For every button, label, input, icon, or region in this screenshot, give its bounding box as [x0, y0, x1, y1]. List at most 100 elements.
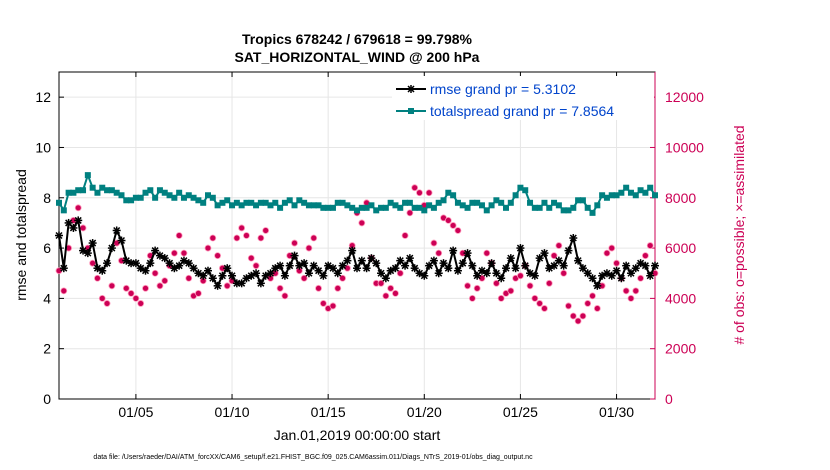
rmse-point-stroke	[218, 272, 226, 280]
rmse-point-stroke	[449, 247, 457, 255]
rmse-point	[569, 234, 578, 243]
obs-point	[392, 289, 399, 297]
spread-point	[161, 189, 168, 196]
obs-point	[574, 317, 582, 325]
spread-point	[286, 197, 293, 204]
rmse-point-stroke	[69, 224, 77, 232]
obs-point	[382, 292, 390, 300]
spread-point	[440, 197, 447, 204]
rmse-point	[622, 261, 631, 270]
rmse-point-stroke	[276, 262, 284, 270]
spread-point	[627, 189, 634, 196]
spread-point	[219, 199, 226, 206]
rmse-point-stroke	[93, 264, 101, 272]
obs-point	[569, 312, 577, 320]
spread-point	[200, 199, 207, 206]
rmse-point	[333, 269, 342, 278]
x-axis-ticks: 01/05 01/10 01/15 01/20 01/25 01/30	[118, 72, 634, 420]
spread-point	[575, 197, 582, 204]
rmse-point	[59, 264, 68, 273]
spread-point	[358, 204, 365, 211]
obs-point	[185, 274, 193, 282]
spread-point	[166, 192, 173, 199]
rmse-point-stroke	[569, 234, 577, 242]
spread-point	[565, 207, 572, 214]
obs-point	[492, 279, 500, 287]
spread-point	[176, 189, 183, 196]
rmse-point	[353, 264, 361, 273]
rmse-point-stroke	[468, 262, 476, 270]
chart-title: Tropics 678242 / 679618 = 99.798%	[242, 31, 473, 47]
obs-point	[74, 204, 82, 212]
obs-point	[132, 294, 140, 302]
spread-point	[507, 199, 514, 206]
rmse-point-stroke	[113, 226, 121, 234]
y2-tick-label: 0	[665, 391, 673, 407]
obs-point	[262, 227, 270, 234]
spread-point	[454, 199, 461, 206]
obs-point	[243, 232, 250, 239]
rmse-point	[449, 246, 458, 255]
rmse-point	[223, 264, 232, 273]
rmse-point-stroke	[367, 254, 375, 262]
spread-point	[229, 202, 236, 209]
obs-point	[449, 222, 457, 229]
obs-point	[396, 269, 404, 277]
rmse-point-stroke	[617, 274, 625, 282]
rmse-point-stroke	[651, 262, 659, 270]
spread-point	[536, 204, 543, 211]
rmse-series	[55, 216, 659, 290]
obs-point	[531, 294, 539, 302]
rmse-point	[617, 274, 626, 283]
rmse-point-stroke	[478, 267, 486, 275]
obs-point	[175, 232, 183, 239]
spread-point	[291, 202, 298, 209]
rmse-point	[453, 266, 462, 275]
spread-point	[272, 199, 279, 206]
spread-point	[406, 199, 413, 206]
spread-point	[80, 187, 87, 194]
spread-point	[603, 194, 610, 201]
spread-point	[94, 189, 101, 196]
rmse-point-stroke	[555, 257, 563, 265]
rmse-point	[55, 231, 63, 240]
rmse-point-stroke	[329, 264, 337, 272]
obs-point	[468, 294, 476, 302]
obs-point	[565, 302, 572, 310]
spread-point	[334, 199, 341, 206]
obs-point	[161, 277, 169, 285]
rmse-point-stroke	[574, 257, 582, 265]
spread-point	[599, 192, 606, 199]
rmse-point-stroke	[444, 264, 452, 272]
rmse-point-stroke	[190, 264, 198, 272]
rmse-point-stroke	[507, 254, 515, 262]
rmse-point	[103, 259, 112, 268]
rmse-point	[607, 271, 616, 280]
spread-point	[498, 199, 505, 206]
spread-point	[320, 204, 327, 211]
rmse-point	[530, 271, 539, 280]
obs-point	[627, 294, 635, 302]
spread-point	[594, 202, 601, 209]
spread-point	[517, 184, 524, 191]
spread-point	[104, 187, 111, 194]
x-tick-label: 01/20	[407, 404, 442, 420]
rmse-point-stroke	[391, 264, 399, 272]
legend-rmse-marker	[407, 85, 415, 93]
obs-point	[137, 300, 145, 307]
obs-point	[637, 274, 644, 282]
obs-point	[579, 312, 587, 320]
spread-point	[363, 204, 370, 211]
spread-point	[426, 202, 433, 209]
obs-point	[517, 272, 524, 280]
legend-box	[392, 76, 654, 120]
obs-point	[310, 234, 318, 242]
rmse-point-stroke	[579, 264, 587, 272]
obs-point	[497, 294, 505, 302]
obs-point	[170, 249, 178, 257]
obs-point	[545, 279, 553, 287]
spread-point	[118, 192, 125, 199]
spread-point	[531, 204, 538, 211]
obs-point	[483, 249, 491, 257]
rmse-point-stroke	[430, 257, 438, 265]
